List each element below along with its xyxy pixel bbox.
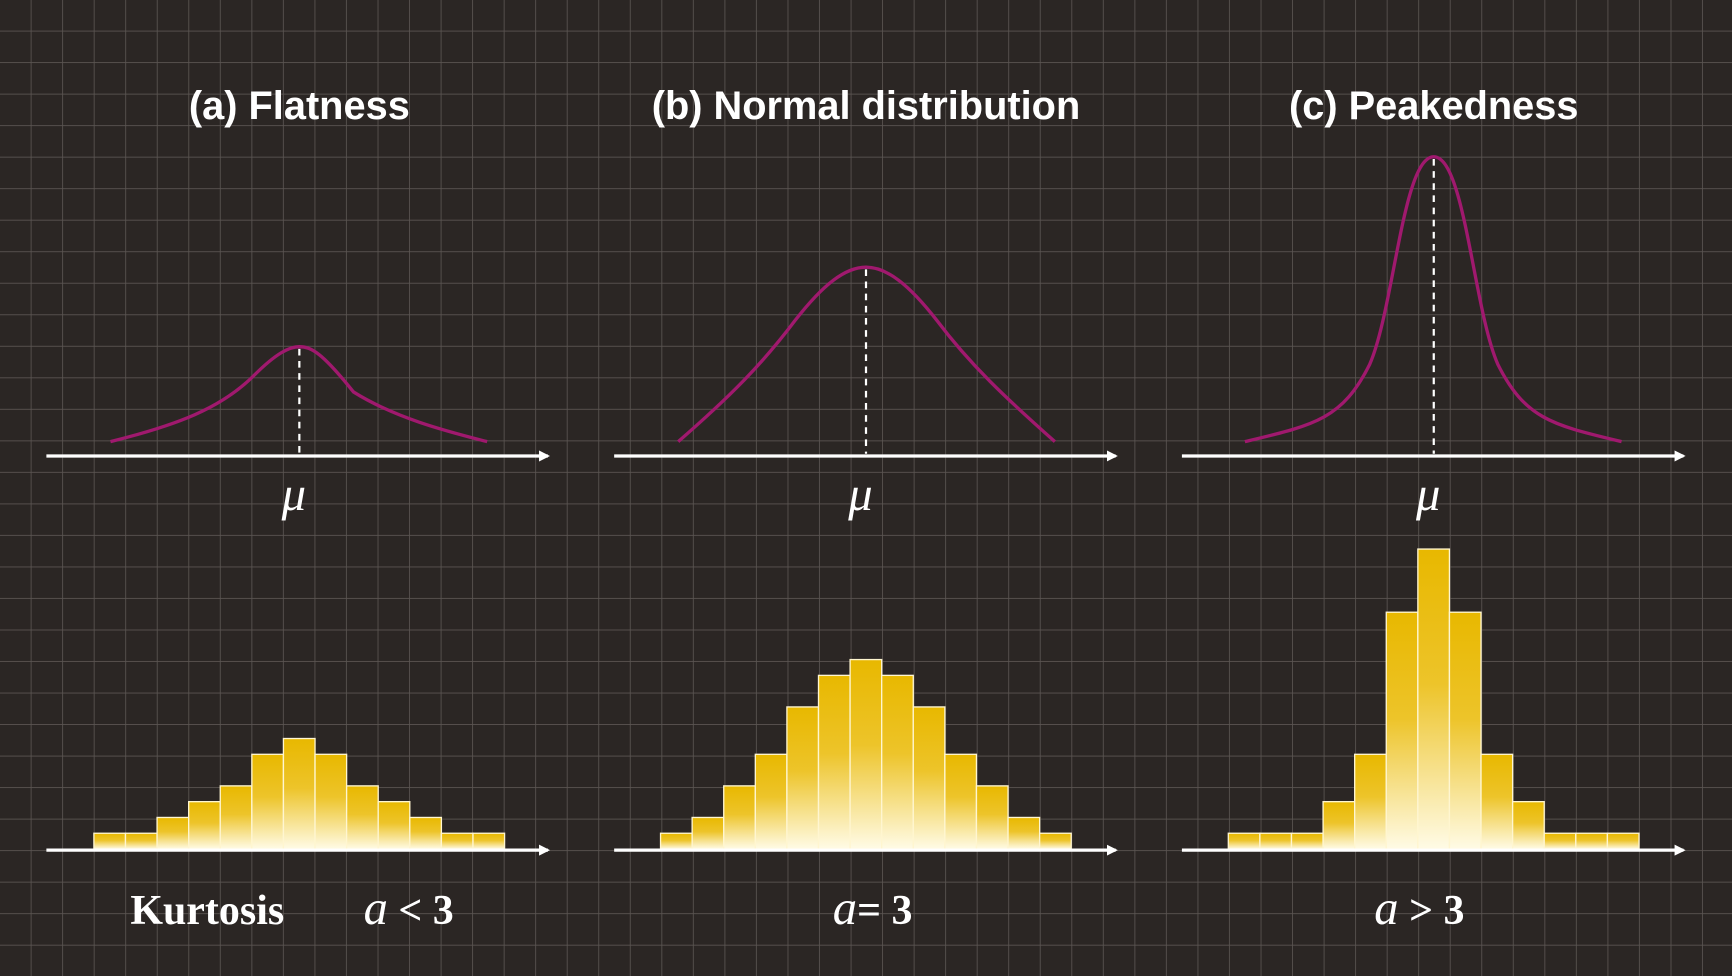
- condition: a= 3: [833, 881, 913, 935]
- histogram-bar: [944, 753, 978, 850]
- histogram-bar: [440, 832, 474, 850]
- histograms: [93, 548, 1640, 850]
- histogram-bar: [1259, 832, 1293, 850]
- histogram-bar: [1385, 611, 1419, 850]
- curve: [110, 345, 488, 444]
- histogram-bar: [1322, 801, 1356, 850]
- panel-title: (a) Flatness: [189, 84, 410, 128]
- histogram-bar: [912, 706, 946, 850]
- histogram-bar: [251, 753, 285, 850]
- histogram-bar: [817, 674, 851, 850]
- variable: a: [1374, 881, 1398, 935]
- condition: a > 3: [1374, 881, 1464, 935]
- histogram-bar: [93, 832, 127, 850]
- panel-title: (b) Normal distribution: [652, 84, 1080, 128]
- histogram-bar: [1290, 832, 1324, 850]
- histogram-bar: [1417, 548, 1451, 850]
- histogram-bar: [1038, 832, 1072, 850]
- histogram-bar: [219, 785, 253, 850]
- relation: = 3: [857, 888, 912, 934]
- mu-label: μ: [1415, 467, 1440, 521]
- histogram-bar: [1007, 816, 1041, 850]
- mu-label: μ: [847, 467, 872, 521]
- histogram-bar: [188, 801, 221, 850]
- histogram-bar: [975, 785, 1009, 850]
- histogram-bar: [1575, 832, 1609, 850]
- histogram-bar: [472, 832, 506, 850]
- histogram-bar: [1543, 832, 1577, 850]
- histogram-bar: [691, 816, 725, 850]
- relation: > 3: [1409, 888, 1464, 934]
- panel-title: (c) Peakedness: [1289, 84, 1579, 128]
- condition: a < 3: [364, 881, 454, 935]
- histogram-bar: [282, 737, 316, 850]
- histogram-bar: [723, 785, 756, 850]
- histogram-bar: [156, 816, 190, 850]
- histogram-bar: [1511, 801, 1545, 850]
- curve: [1244, 155, 1622, 444]
- mu-label: μ: [281, 467, 306, 521]
- histogram-bar: [409, 816, 443, 850]
- histogram-bar: [1448, 611, 1482, 850]
- histogram-bar: [124, 832, 158, 850]
- histogram-bar: [881, 674, 914, 850]
- relation: < 3: [398, 888, 453, 934]
- histogram-bar: [1354, 753, 1387, 850]
- histogram-bar: [345, 785, 379, 850]
- curve: [677, 265, 1056, 443]
- histogram-bar: [786, 706, 820, 850]
- histogram-bar: [314, 753, 348, 850]
- histogram-bar: [1480, 753, 1514, 850]
- histogram-bar: [377, 801, 411, 850]
- histogram-bar: [754, 753, 788, 850]
- kurtosis-label: Kurtosis: [130, 888, 284, 934]
- histogram-bar: [659, 832, 693, 850]
- histogram-bar: [1227, 832, 1261, 850]
- variable: a: [833, 881, 857, 935]
- variable: a: [364, 881, 388, 935]
- histogram-bar: [1606, 832, 1640, 850]
- histogram-bar: [849, 658, 883, 850]
